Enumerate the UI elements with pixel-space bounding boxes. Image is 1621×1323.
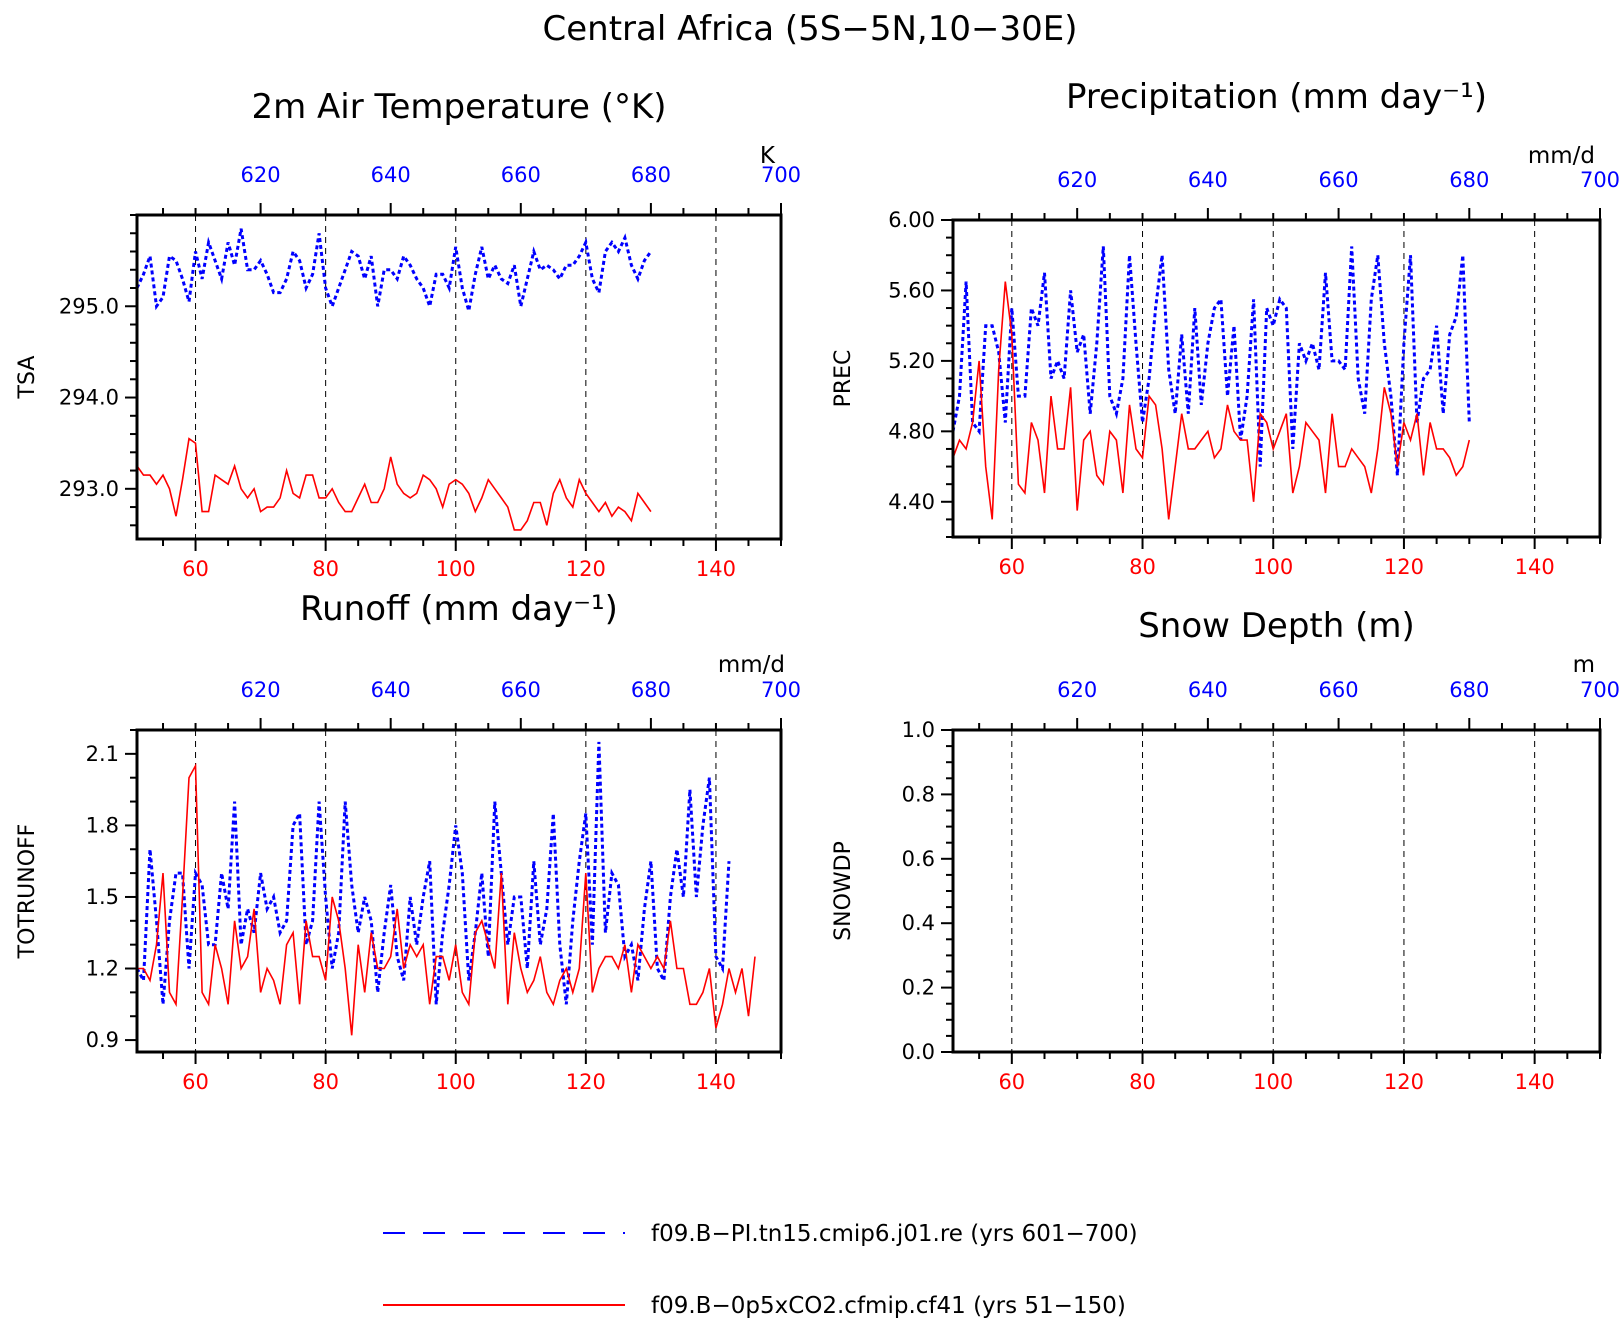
series-line-dashed (135, 228, 653, 312)
x2-tick-label: 700 (1580, 168, 1620, 192)
series-line-dashed (135, 741, 731, 1005)
x2-tick-label: 700 (761, 678, 801, 702)
panel-title: 2m Air Temperature (°K) (251, 87, 666, 127)
y-tick-label: 0.6 (902, 847, 935, 871)
panel-title: Runoff (mm day⁻¹) (300, 589, 618, 629)
x-tick-label: 140 (1515, 555, 1555, 579)
y-tick-label: 0.8 (902, 782, 935, 806)
x-tick-label: 120 (566, 1070, 606, 1094)
unit-label: m (1573, 652, 1595, 678)
legend-label-solid: f09.B−0p5xCO2.cfmip.cf41 (yrs 51−150) (651, 1293, 1126, 1319)
x-tick-label: 80 (312, 557, 339, 581)
x2-tick-label: 680 (1449, 168, 1489, 192)
series-line-solid (136, 437, 652, 531)
x2-tick-label: 640 (371, 678, 411, 702)
y-tick-label: 4.40 (888, 490, 935, 514)
y-tick-label: 0.4 (902, 911, 935, 935)
x2-tick-label: 640 (1188, 678, 1228, 702)
x2-tick-label: 640 (371, 163, 411, 187)
y-tick-label: 5.20 (888, 349, 935, 373)
x2-tick-label: 660 (501, 163, 541, 187)
x-tick-label: 140 (1515, 1070, 1555, 1094)
x-tick-label: 80 (1129, 1070, 1156, 1094)
x2-tick-label: 700 (761, 163, 801, 187)
x-tick-label: 140 (696, 1070, 736, 1094)
y-axis-label: PREC (831, 350, 856, 408)
unit-label: K (760, 143, 776, 169)
x-tick-label: 80 (1129, 555, 1156, 579)
x-tick-label: 60 (998, 555, 1025, 579)
panel-snowdp: Snow Depth (m) m SNOWDP 60 80 100 120 140 620 640… (831, 606, 1620, 1094)
y-tick-label: 1.5 (86, 885, 119, 909)
x-tick-label: 60 (998, 1070, 1025, 1094)
y-tick-label: 293.0 (59, 477, 119, 501)
panel-runoff: Runoff (mm day⁻¹) mm/d TOTRUNOFF 60 80 100 120… (15, 589, 801, 1094)
panel-title: Precipitation (mm day⁻¹) (1066, 77, 1487, 117)
x2-tick-label: 680 (631, 678, 671, 702)
x2-tick-label: 680 (1449, 678, 1489, 702)
x2-tick-label: 620 (241, 163, 281, 187)
plot-frame (135, 213, 783, 541)
x-tick-label: 80 (312, 1070, 339, 1094)
x-tick-label: 60 (182, 557, 209, 581)
panel-tsa: 2m Air Temperature (°K) K TSA 60 80 100 120 140… (15, 87, 801, 581)
y-tick-label: 6.00 (888, 208, 935, 232)
x-tick-label: 100 (436, 1070, 476, 1094)
x2-tick-label: 680 (631, 163, 671, 187)
y-tick-label: 294.0 (59, 386, 119, 410)
x2-tick-label: 620 (1057, 168, 1097, 192)
y-tick-label: 295.0 (59, 294, 119, 318)
y-tick-label: 1.2 (86, 957, 119, 981)
panel-title: Snow Depth (m) (1138, 606, 1415, 646)
y-tick-label: 0.9 (86, 1028, 119, 1052)
x2-tick-label: 660 (1319, 678, 1359, 702)
series-line-dashed (951, 246, 1471, 476)
x2-tick-label: 700 (1580, 678, 1620, 702)
series-line-solid (952, 281, 1471, 520)
plot-frame (951, 728, 1602, 1054)
legend-label-dashed: f09.B−PI.tn15.cmip6.j01.re (yrs 601−700) (651, 1221, 1138, 1247)
series-line-solid (137, 762, 756, 1036)
x2-tick-label: 660 (501, 678, 541, 702)
x-tick-label: 120 (1384, 1070, 1424, 1094)
y-tick-label: 1.0 (902, 718, 935, 742)
x-tick-label: 100 (1253, 555, 1293, 579)
x2-tick-label: 620 (1057, 678, 1097, 702)
plot-frame (135, 728, 783, 1054)
y-tick-label: 5.60 (888, 278, 935, 302)
x-tick-label: 60 (182, 1070, 209, 1094)
x2-tick-label: 640 (1188, 168, 1228, 192)
x-tick-label: 140 (696, 557, 736, 581)
x-tick-label: 100 (1253, 1070, 1293, 1094)
figure-title: Central Africa (5S−5N,10−30E) (543, 9, 1078, 49)
x-tick-label: 100 (436, 557, 476, 581)
x-tick-label: 120 (566, 557, 606, 581)
y-axis-label: TSA (15, 356, 40, 400)
y-tick-label: 4.80 (888, 419, 935, 443)
y-tick-label: 2.1 (86, 742, 119, 766)
x2-tick-label: 660 (1319, 168, 1359, 192)
unit-label: mm/d (718, 652, 785, 678)
y-tick-label: 0.0 (902, 1040, 935, 1064)
x2-tick-label: 620 (241, 678, 281, 702)
unit-label: mm/d (1528, 143, 1595, 169)
x-tick-label: 120 (1384, 555, 1424, 579)
y-tick-label: 0.2 (902, 976, 935, 1000)
y-axis-label: SNOWDP (831, 841, 856, 941)
legend: f09.B−PI.tn15.cmip6.j01.re (yrs 601−700)… (383, 1221, 1138, 1319)
y-axis-label: TOTRUNOFF (15, 824, 40, 960)
y-tick-label: 1.8 (86, 813, 119, 837)
panel-prec: Precipitation (mm day⁻¹) mm/d PREC 60 80 100 1… (831, 77, 1620, 579)
